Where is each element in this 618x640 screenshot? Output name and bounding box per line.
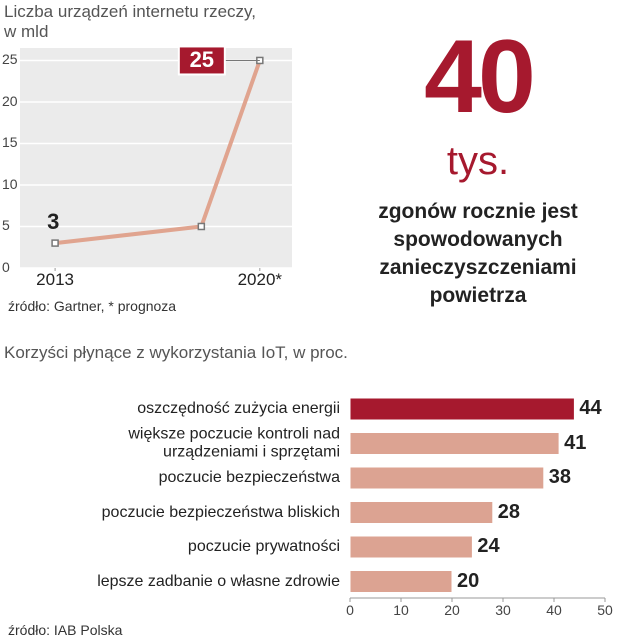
category-label: poczucie prywatności: [187, 537, 340, 555]
x-tick-label: 2013: [36, 270, 75, 289]
value-label: 28: [497, 500, 521, 523]
bar: [349, 397, 575, 421]
category-label: poczucie bezpieczeństwa bliskich: [101, 503, 340, 521]
value-label: 25: [189, 47, 215, 73]
x-tick-label: 2020*: [237, 270, 283, 289]
bar: [349, 466, 545, 490]
category-label: poczucie bezpieczeństwa: [158, 468, 340, 486]
bar: [349, 432, 560, 455]
y-tick-label: 25: [2, 51, 18, 68]
x-tick-label: 40: [546, 602, 562, 618]
label-box: [177, 45, 226, 76]
y-tick-label: 15: [2, 134, 18, 151]
value-label: 20: [457, 569, 480, 592]
bar: [349, 535, 473, 559]
marker: [197, 222, 206, 231]
value-label: 44: [579, 397, 602, 419]
source-note: źródło: IAB Polska: [8, 622, 123, 638]
category-label: lepsze zadbanie o własne zdrowie: [97, 572, 340, 590]
value-label: 38: [548, 466, 572, 488]
x-tick-label: 50: [597, 602, 613, 618]
marker: [51, 239, 59, 247]
category-label: większe poczucie kontroli nad urządzenia…: [128, 425, 340, 461]
value-label: 3: [47, 209, 60, 235]
y-tick-label: 10: [2, 175, 18, 192]
y-tick-label: 20: [2, 92, 18, 109]
x-tick-label: 0: [346, 602, 354, 618]
chart-title: Korzyści płynące z wykorzystania IoT, w …: [4, 343, 348, 362]
x-tick-label: 10: [393, 602, 409, 618]
value-label: 41: [564, 431, 587, 454]
callout-number: 40: [424, 19, 536, 135]
category-label: oszczędność zużycia energii: [137, 399, 340, 417]
bar: [349, 570, 453, 593]
callout-unit: tys.: [446, 139, 510, 183]
source-note: źródło: Gartner, * prognoza: [8, 298, 177, 314]
callout-text: zgonów rocznie jest spowodowanych zaniec…: [378, 200, 578, 307]
y-tick-label: 5: [2, 217, 10, 234]
x-tick-label: 20: [444, 602, 460, 618]
x-tick-label: 30: [495, 602, 511, 618]
value-label: 24: [477, 535, 500, 557]
bar: [349, 501, 494, 524]
y-tick-label: 0: [2, 259, 10, 275]
chart-title: Liczba urządzeń internetu rzeczy, w mld: [4, 2, 256, 41]
